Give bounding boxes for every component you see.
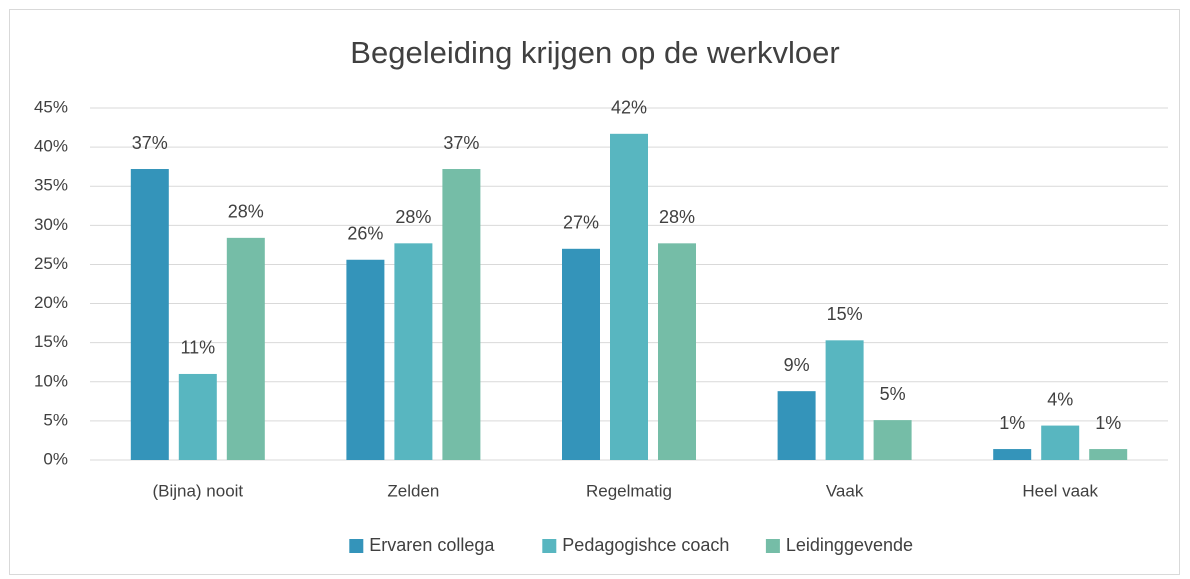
bar — [610, 133, 648, 460]
y-tick-label: 0% — [43, 449, 68, 468]
legend-label: Pedagogishce coach — [562, 535, 729, 555]
x-tick-label: Regelmatig — [586, 481, 672, 500]
data-label: 37% — [443, 133, 479, 153]
bar — [394, 243, 433, 460]
bar — [1041, 425, 1080, 460]
y-tick-label: 45% — [34, 97, 68, 116]
bar — [226, 237, 265, 460]
legend-swatch — [349, 539, 364, 553]
bar — [873, 420, 912, 460]
y-tick-label: 5% — [43, 410, 68, 429]
y-tick-label: 30% — [34, 215, 68, 234]
data-label: 4% — [1047, 389, 1073, 409]
bar — [130, 169, 169, 460]
y-tick-label: 15% — [34, 332, 68, 351]
data-label: 11% — [180, 338, 215, 358]
data-label: 26% — [347, 224, 383, 244]
data-label: 1% — [1095, 413, 1121, 433]
y-tick-label: 35% — [34, 176, 68, 195]
data-label: 37% — [132, 133, 168, 153]
x-tick-label: (Bijna) nooit — [152, 481, 243, 500]
bar — [346, 259, 385, 460]
y-tick-label: 10% — [34, 371, 68, 390]
legend-swatch — [765, 539, 780, 553]
y-tick-label: 25% — [34, 254, 68, 273]
bar — [825, 340, 864, 460]
bar — [658, 243, 696, 460]
data-label: 27% — [563, 213, 599, 233]
data-label: 15% — [827, 304, 863, 324]
data-label: 5% — [880, 384, 906, 404]
data-label: 28% — [395, 207, 431, 227]
data-label: 9% — [784, 355, 810, 375]
bar — [178, 373, 217, 460]
data-label: 28% — [659, 207, 695, 227]
bar — [442, 169, 481, 460]
data-label: 28% — [228, 202, 264, 222]
legend-label: Ervaren collega — [369, 535, 495, 555]
bar — [777, 391, 816, 460]
data-label: 42% — [611, 98, 647, 118]
bar — [1089, 449, 1128, 460]
legend-label: Leidinggevende — [786, 535, 913, 555]
bar — [993, 449, 1032, 460]
chart-title: Begeleiding krijgen op de werkvloer — [350, 35, 839, 70]
x-tick-label: Heel vaak — [1022, 481, 1098, 500]
x-tick-label: Vaak — [826, 481, 864, 500]
x-tick-label: Zelden — [387, 481, 439, 500]
y-tick-label: 20% — [34, 293, 68, 312]
bar — [562, 248, 600, 460]
data-label: 1% — [999, 413, 1025, 433]
legend-swatch — [542, 539, 557, 553]
y-tick-label: 40% — [34, 137, 68, 156]
